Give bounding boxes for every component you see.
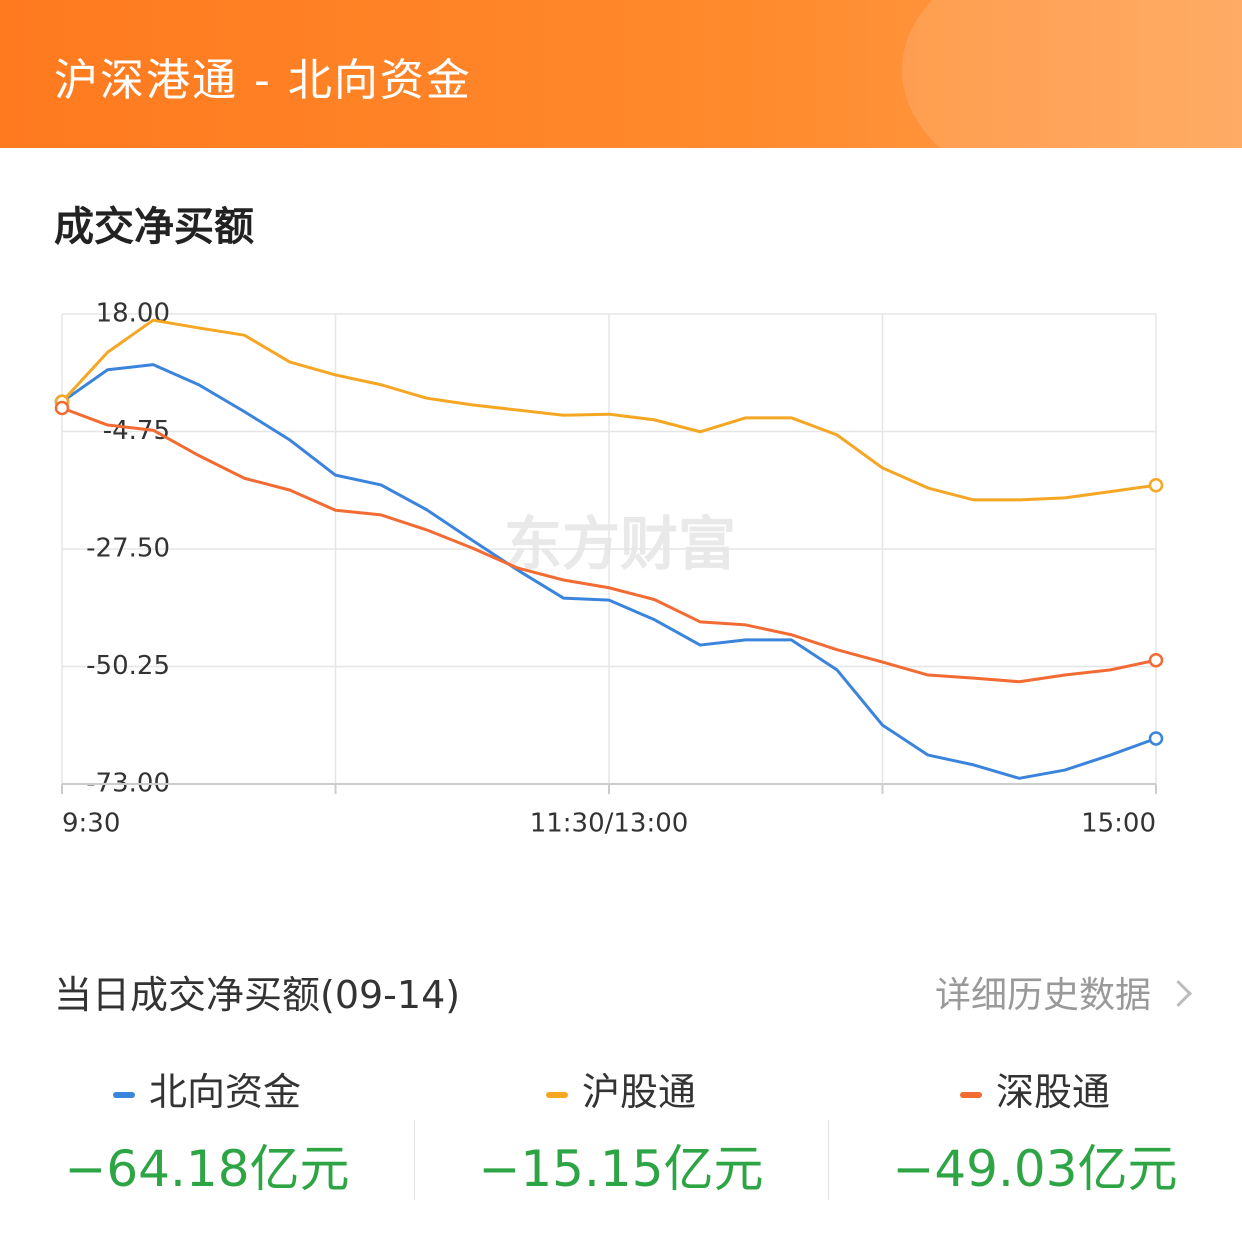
x-tick-label: 15:00	[1081, 809, 1156, 839]
summary-item: 北向资金 −64.18亿元	[0, 1060, 414, 1210]
y-tick-label: -50.25	[86, 651, 170, 681]
item-name: 沪股通	[581, 1070, 696, 1114]
section-title: 成交净买额	[54, 204, 254, 250]
legend-entry: 北向资金	[0, 1060, 414, 1124]
series-line	[61, 363, 1157, 780]
item-value: −15.15亿元	[478, 1140, 764, 1198]
header-title: 沪深港通 - 北向资金	[54, 55, 472, 106]
series-line	[60, 318, 1157, 502]
y-tick-label: -27.50	[86, 534, 170, 564]
history-link[interactable]: 详细历史数据	[935, 966, 1188, 1018]
item-name: 北向资金	[148, 1070, 301, 1114]
summary-item: 沪股通 −15.15亿元	[414, 1060, 828, 1210]
x-tick-label: 9:30	[62, 809, 120, 839]
header: 沪深港通 - 北向资金	[0, 0, 1242, 148]
divider	[414, 1120, 415, 1200]
legend-entry: 沪股通	[414, 1060, 828, 1124]
end-point	[54, 400, 70, 416]
legend-swatch	[112, 1091, 135, 1098]
summary-items: 北向资金 −64.18亿元 沪股通 −15.15亿元 深股通 −49.03亿元	[0, 1060, 1242, 1210]
legend-swatch	[545, 1091, 568, 1098]
y-tick-label: 18.00	[96, 299, 170, 329]
end-point	[1148, 652, 1164, 668]
summary-item: 深股通 −49.03亿元	[828, 1060, 1242, 1210]
series-line	[61, 406, 1157, 684]
end-point	[1148, 477, 1164, 493]
legend-entry: 深股通	[828, 1060, 1242, 1124]
summary-title: 当日成交净买额(09-14)	[54, 973, 461, 1017]
end-point	[1148, 731, 1164, 746]
item-value: −49.03亿元	[892, 1140, 1178, 1198]
divider	[828, 1120, 829, 1200]
item-value: −64.18亿元	[64, 1140, 350, 1198]
item-name: 深股通	[995, 1070, 1110, 1114]
y-tick-label: -4.75	[103, 416, 170, 446]
legend-swatch	[959, 1091, 982, 1098]
header-decoration	[902, 0, 1242, 148]
x-tick-label: 11:30/13:00	[530, 809, 689, 839]
watermark: 东方财富	[504, 510, 736, 578]
